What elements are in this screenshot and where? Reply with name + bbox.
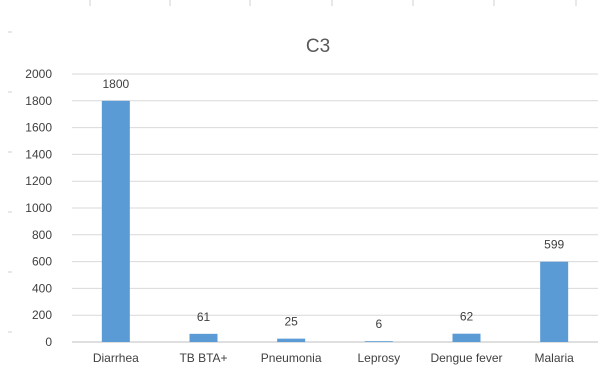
data-label: 25	[284, 315, 298, 329]
bar-leprosy	[364, 341, 393, 342]
bar-tb-bta-	[189, 333, 218, 342]
x-category-label: Leprosy	[357, 351, 400, 365]
left-edge-marks	[8, 31, 12, 333]
data-label: 61	[197, 310, 211, 324]
y-axis-tick-labels: 0 200 400 600 800 1000 1200 1400 1600 1800 2000	[25, 67, 52, 349]
y-tick-label: 1200	[25, 174, 52, 188]
bars	[101, 100, 569, 342]
bar-dengue-fever	[452, 333, 481, 342]
x-category-label: Dengue fever	[430, 351, 502, 365]
bar-malaria	[540, 261, 569, 342]
gridlines	[72, 73, 598, 343]
y-tick-label: 1600	[25, 121, 52, 135]
y-tick-label: 800	[32, 228, 52, 242]
y-tick-label: 400	[32, 281, 52, 295]
data-label: 599	[544, 238, 564, 252]
y-tick-label: 1800	[25, 94, 52, 108]
y-tick-label: 600	[32, 255, 52, 269]
data-label: 1800	[102, 77, 129, 91]
y-tick-label: 1000	[25, 201, 52, 215]
data-label: 62	[460, 310, 474, 324]
x-axis-category-labels: Diarrhea TB BTA+ Pneumonia Leprosy Dengue fe…	[93, 351, 574, 365]
y-tick-label: 200	[32, 308, 52, 322]
x-category-label: Malaria	[534, 351, 574, 365]
chart-title: C3	[306, 36, 330, 57]
bar-pneumonia	[277, 338, 306, 342]
x-category-label: TB BTA+	[179, 351, 227, 365]
data-labels: 1800 61 25 6 62 599	[102, 77, 564, 331]
x-category-label: Pneumonia	[261, 351, 322, 365]
data-label: 6	[375, 317, 382, 331]
x-category-label: Diarrhea	[93, 351, 139, 365]
y-tick-label: 1400	[25, 147, 52, 161]
top-edge-marks	[89, 0, 577, 6]
bar-diarrhea	[101, 100, 130, 342]
y-tick-label: 0	[45, 335, 52, 349]
y-tick-label: 2000	[25, 67, 52, 81]
